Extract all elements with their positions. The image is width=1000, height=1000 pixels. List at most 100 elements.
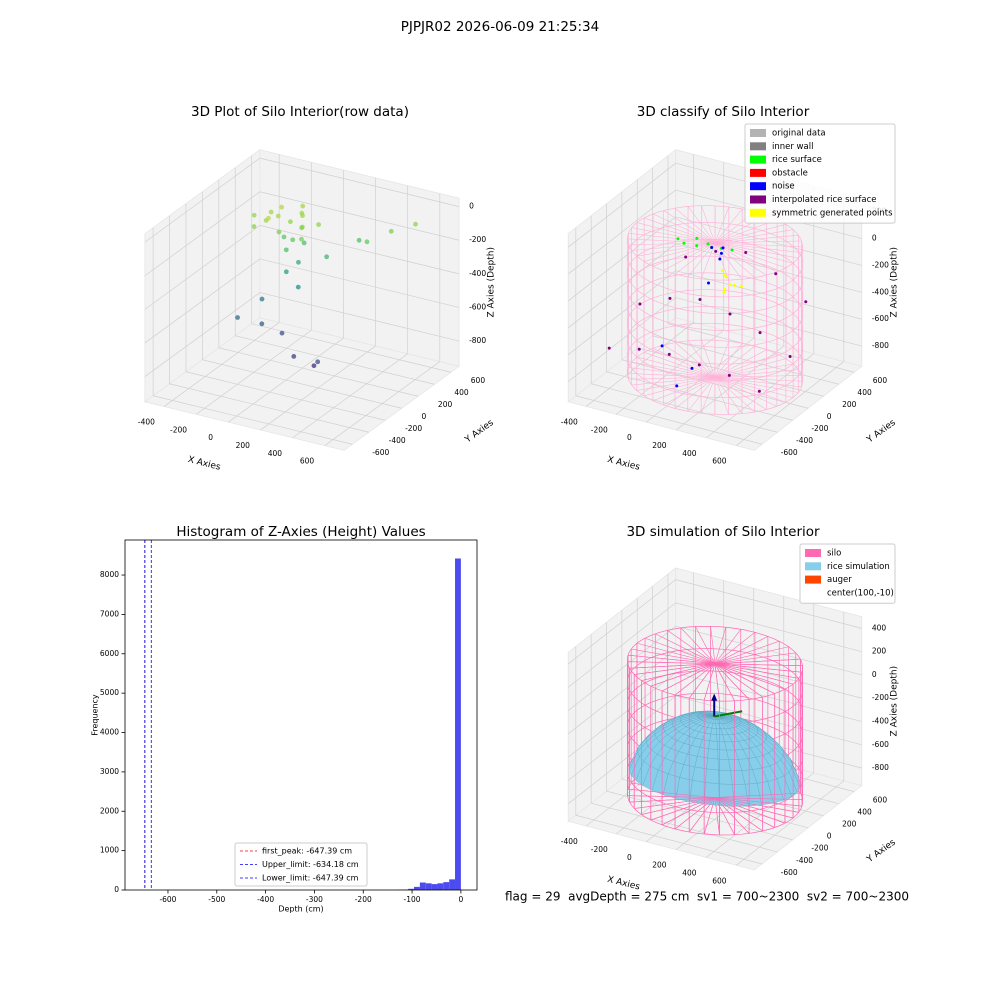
point — [723, 287, 727, 291]
silo-spoke — [674, 663, 716, 696]
silo-spoke — [714, 206, 730, 243]
silo-spoke — [714, 663, 794, 685]
y-tick-label: 200 — [842, 820, 857, 829]
grid-line — [144, 157, 261, 243]
grid-line — [251, 323, 451, 373]
silo-spoke — [703, 797, 716, 835]
grid-line — [591, 802, 778, 853]
y-tick-label: -200 — [811, 424, 828, 433]
silo-spoke — [674, 242, 716, 275]
legend-label: obstacle — [772, 168, 808, 178]
legend-swatch — [750, 195, 766, 204]
point — [724, 275, 728, 279]
silo-spoke — [701, 205, 716, 243]
point — [413, 221, 418, 227]
z-tick-label: -200 — [469, 235, 486, 244]
silo-spoke — [714, 797, 720, 836]
silo-spoke — [714, 376, 803, 382]
silo-spoke — [634, 797, 716, 809]
silo-spoke — [714, 242, 802, 253]
point — [733, 283, 737, 287]
z-tick-label: -800 — [469, 336, 486, 345]
grid-line — [567, 625, 676, 711]
silo-spoke — [627, 788, 716, 798]
z-tick-label: -600 — [469, 302, 486, 311]
grid-line — [567, 695, 676, 781]
point — [710, 246, 714, 250]
silo-spoke — [714, 242, 794, 264]
y-tick-label: -400 — [796, 856, 813, 865]
point — [638, 302, 642, 306]
silo-spoke — [644, 637, 716, 664]
legend-swatch — [750, 129, 766, 137]
grid-line — [575, 395, 763, 445]
y-tick-label: 400 — [857, 808, 872, 817]
silo-spoke — [714, 242, 803, 248]
rice-surface-facet — [710, 728, 717, 735]
x-tick-label: -200 — [591, 425, 608, 434]
silo-spoke — [636, 242, 716, 257]
point — [316, 222, 322, 228]
x-tick-label: 0 — [458, 895, 463, 904]
y-tick-label: -600 — [372, 448, 389, 457]
silo-spoke — [641, 797, 716, 815]
y-tick-label: -200 — [811, 844, 828, 853]
silo-spoke — [714, 797, 775, 828]
point — [288, 219, 293, 225]
silo-spoke — [674, 377, 716, 409]
point — [356, 237, 362, 243]
silo-spoke — [714, 341, 730, 378]
point — [607, 346, 611, 350]
y-tick-label: 200 — [438, 400, 453, 409]
silo-spoke — [628, 367, 716, 378]
grid-line — [259, 258, 460, 308]
x-tick-label: -400 — [561, 837, 578, 846]
grid-line — [567, 297, 676, 382]
grid-line — [567, 162, 676, 248]
silo-spoke — [714, 224, 787, 244]
point — [675, 384, 679, 388]
point — [706, 281, 710, 285]
rice-surface-facet — [706, 757, 719, 771]
point — [727, 373, 731, 377]
grid-line — [144, 191, 261, 277]
bar — [443, 882, 450, 890]
grid-line — [675, 602, 862, 652]
silo-spoke — [675, 207, 716, 244]
point — [259, 296, 265, 302]
silo-spoke — [714, 792, 801, 798]
silo-spoke — [650, 663, 716, 687]
point — [744, 250, 748, 254]
silo-spoke — [714, 658, 801, 664]
grid-line — [144, 225, 261, 310]
silo-spoke — [714, 376, 802, 388]
grid-line — [153, 395, 353, 445]
legend-label: silo — [827, 549, 841, 559]
point — [275, 213, 281, 219]
x-tick-label: 200 — [652, 861, 667, 870]
y-tick-label: 6000 — [100, 649, 119, 658]
point — [682, 241, 686, 245]
silo-spoke — [714, 377, 778, 407]
silo-spoke — [714, 797, 750, 834]
grid-line — [567, 602, 676, 688]
silo-spoke — [714, 242, 743, 280]
x-tick-label: 400 — [268, 449, 283, 458]
grid-line — [259, 157, 460, 207]
z-tick-label: 0 — [872, 234, 877, 243]
silo-spoke — [714, 240, 802, 244]
x-tick-label: -300 — [306, 895, 323, 904]
bar — [455, 558, 461, 890]
silo-spoke — [714, 242, 778, 273]
silo-spoke — [680, 627, 716, 664]
legend-swatch — [750, 155, 766, 164]
silo-spoke — [663, 242, 716, 271]
x-tick-label: 0 — [208, 433, 213, 442]
y-tick-label: 400 — [454, 388, 469, 397]
z-tick-label: -600 — [872, 314, 889, 323]
grid-line — [675, 579, 862, 629]
grid-line — [591, 383, 778, 433]
grid-line — [567, 579, 676, 665]
point — [719, 251, 723, 255]
x-tick-label: -400 — [138, 418, 155, 427]
